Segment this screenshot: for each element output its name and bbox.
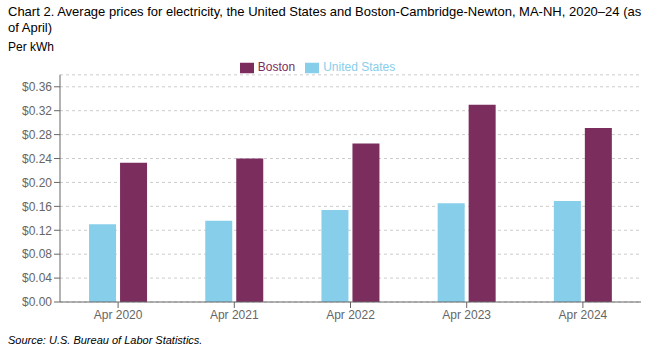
svg-text:$0.16: $0.16 [22, 200, 52, 214]
svg-text:Apr 2022: Apr 2022 [326, 308, 375, 322]
html-text:Boston: Boston [257, 60, 296, 74]
svg-text:$0.32: $0.32 [22, 104, 52, 118]
svg-text:$0.04: $0.04 [22, 271, 52, 285]
svg-text:Apr 2020: Apr 2020 [94, 308, 143, 322]
svg-text:$0.08: $0.08 [22, 247, 52, 261]
html-text:Per kWh: Per kWh [8, 40, 54, 54]
html-text:Source: U.S. Bureau of Labor S: Source: U.S. Bureau of Labor Statistics. [8, 334, 203, 346]
svg-text:$0.00: $0.00 [22, 295, 52, 309]
svg-text:Apr 2023: Apr 2023 [442, 308, 491, 322]
html-text:United States: United States [323, 60, 396, 74]
svg-text:$0.28: $0.28 [22, 128, 52, 142]
svg-text:Apr 2021: Apr 2021 [210, 308, 259, 322]
html-text:Chart 2. Average prices for el: Chart 2. Average prices for electricity,… [8, 4, 642, 35]
svg-text:Apr 2024: Apr 2024 [559, 308, 608, 322]
svg-text:$0.20: $0.20 [22, 176, 52, 190]
svg-text:$0.36: $0.36 [22, 80, 52, 94]
svg-text:$0.24: $0.24 [22, 152, 52, 166]
svg-text:$0.12: $0.12 [22, 224, 52, 238]
